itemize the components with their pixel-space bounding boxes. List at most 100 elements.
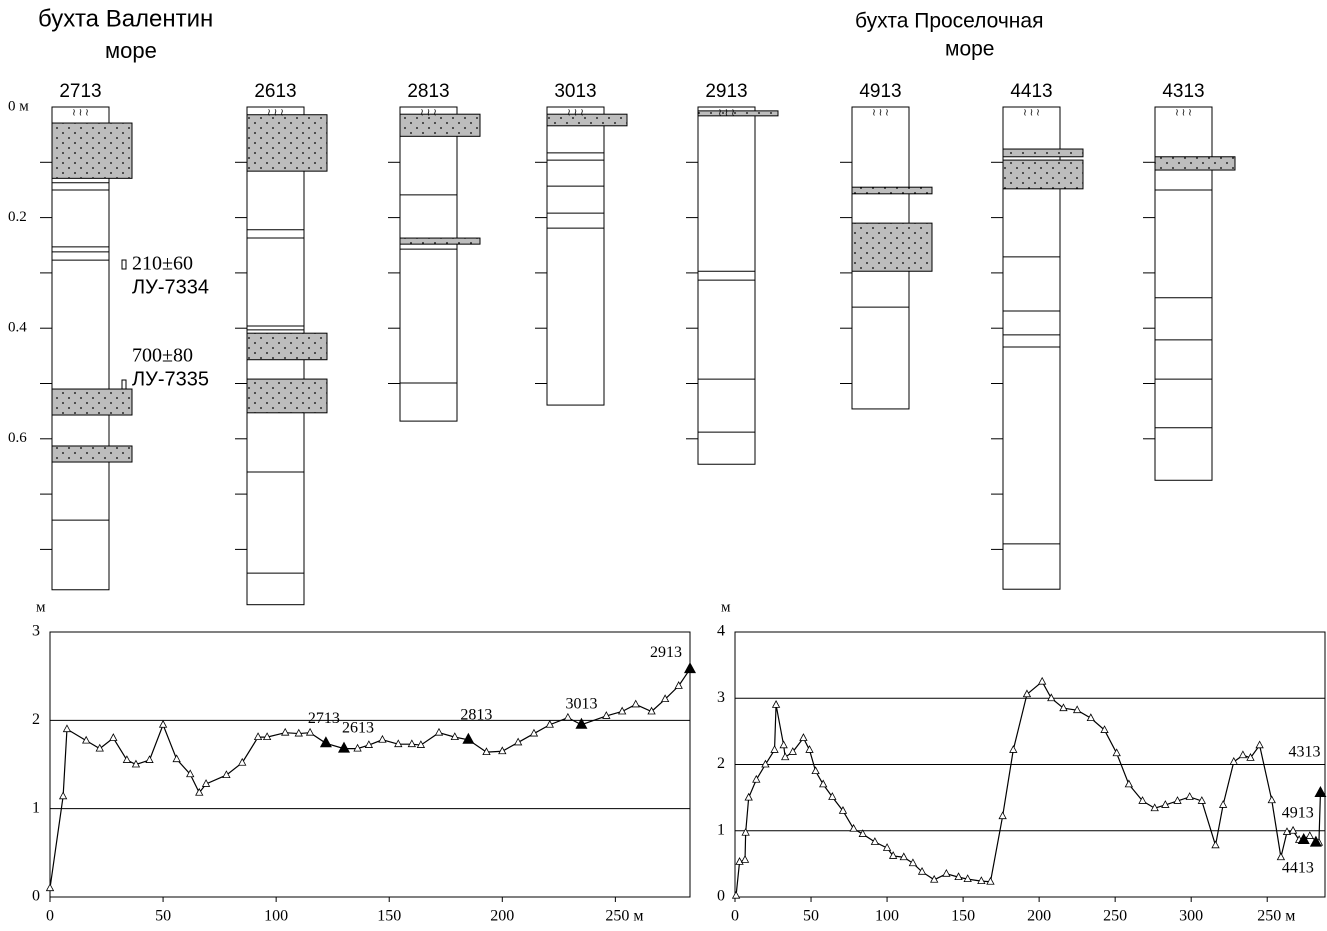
borehole-label: 4413 — [1282, 859, 1314, 876]
survey-point — [1305, 831, 1314, 839]
survey-point — [109, 733, 118, 741]
y-tick-label: 3 — [32, 623, 40, 640]
depth-label: 0 м — [8, 98, 29, 114]
borehole-label: 4313 — [1288, 744, 1320, 761]
survey-point — [1255, 740, 1264, 749]
x-tick-label: 100 — [264, 908, 288, 925]
survey-point — [294, 728, 303, 737]
survey-point — [963, 874, 972, 883]
survey-point — [1197, 796, 1206, 804]
date-lab: ЛУ-7335 — [132, 368, 209, 390]
survey-point — [1161, 800, 1170, 808]
survey-point — [238, 757, 247, 766]
sand-layer — [51, 388, 133, 416]
borehole-label: 4913 — [1282, 805, 1314, 822]
x-tick-label: 200 — [490, 908, 514, 925]
survey-point — [281, 727, 290, 736]
survey-point — [1047, 693, 1056, 702]
survey-point — [954, 872, 963, 881]
borehole-label: 2813 — [460, 706, 492, 723]
x-tick-label: 150 — [377, 908, 401, 925]
peat-symbol: ≀ ≀ ≀ — [567, 108, 584, 119]
peat-symbol: ≀ ≀ ≀ — [420, 108, 437, 119]
survey-point — [563, 712, 573, 721]
survey-point — [378, 734, 387, 743]
survey-point — [819, 779, 828, 788]
depth-label: 0.2 — [8, 209, 27, 225]
survey-point — [262, 732, 272, 741]
survey-point — [761, 759, 770, 768]
survey-point — [305, 727, 315, 736]
x-tick-label: 250 — [1103, 908, 1127, 925]
survey-point — [977, 876, 986, 884]
survey-point — [1059, 703, 1068, 712]
sand-layer — [246, 114, 328, 172]
borehole-point — [1309, 835, 1322, 847]
survey-point — [1009, 745, 1018, 753]
survey-point — [82, 735, 91, 744]
x-tick-label: 250 м — [605, 908, 643, 925]
survey-point — [660, 694, 670, 703]
column-name: 2713 — [59, 81, 101, 102]
column-name: 2613 — [254, 81, 296, 102]
survey-point — [752, 774, 761, 783]
survey-point — [58, 791, 68, 800]
survey-point — [858, 829, 867, 837]
survey-point — [631, 699, 640, 708]
profile-line — [49, 668, 691, 889]
peat-symbol: ≀ ≀ ≀ — [1023, 108, 1040, 119]
survey-point — [1229, 757, 1238, 765]
peat-symbol: ≀ ≀ ≀ — [1175, 108, 1192, 119]
survey-point — [131, 759, 141, 768]
survey-point — [62, 724, 72, 733]
borehole-label: 3013 — [565, 695, 597, 712]
x-tick-label: 0 — [731, 908, 739, 925]
survey-point — [529, 728, 539, 737]
y-axis-label: м — [721, 599, 731, 615]
survey-point — [805, 745, 814, 753]
x-tick-label: 0 — [46, 908, 54, 925]
peat-symbol: ≀ ≀ ≀ — [267, 108, 284, 119]
y-tick-label: 1 — [32, 799, 40, 816]
survey-point — [1072, 705, 1082, 714]
x-tick-label: 300 — [1179, 908, 1203, 925]
sample-marker — [121, 259, 127, 270]
date-lab: ЛУ-7334 — [132, 276, 209, 298]
sand-layer — [1154, 156, 1236, 171]
right-title: бухта Проселочная — [855, 10, 1043, 33]
column — [51, 106, 110, 591]
column-name: 4913 — [859, 81, 901, 102]
borehole-point — [337, 741, 350, 753]
survey-point — [253, 732, 263, 741]
sand-layer — [51, 122, 133, 179]
survey-point — [740, 855, 750, 863]
borehole-point — [1297, 833, 1310, 845]
depth-label: 0.6 — [8, 430, 27, 446]
survey-point — [1100, 725, 1109, 733]
left-subtitle: море — [105, 38, 157, 63]
sand-layer — [546, 113, 628, 127]
borehole-label: 2713 — [308, 710, 340, 727]
x-tick-label: 50 — [803, 908, 819, 925]
right-subtitle: море — [945, 38, 994, 61]
survey-point — [908, 858, 918, 867]
survey-point — [407, 739, 417, 748]
survey-point — [1246, 753, 1255, 761]
survey-point — [674, 681, 683, 689]
borehole-point — [1314, 785, 1327, 797]
left-title: бухта Валентин — [38, 5, 213, 32]
survey-point — [186, 769, 195, 778]
x-tick-label: 100 — [875, 908, 899, 925]
survey-point — [145, 755, 154, 763]
y-tick-label: 4 — [717, 623, 725, 640]
column-name: 4313 — [1162, 81, 1204, 102]
peat-symbol: ≀ ≀ ≀ — [72, 108, 89, 119]
column-name: 4413 — [1010, 81, 1052, 102]
survey-point — [1138, 796, 1147, 804]
y-tick-label: 2 — [32, 711, 40, 728]
survey-point — [779, 740, 788, 749]
survey-point — [195, 787, 204, 796]
survey-point — [1282, 827, 1292, 835]
survey-point — [482, 747, 491, 756]
